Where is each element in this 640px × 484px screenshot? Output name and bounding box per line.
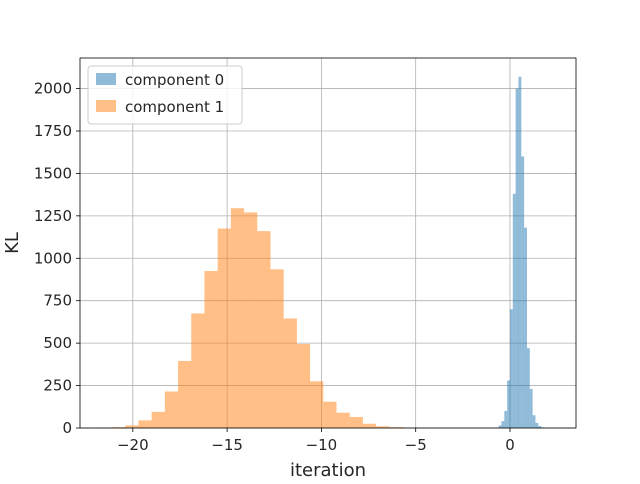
legend: component 0 component 1	[88, 66, 242, 124]
histogram-bar	[507, 380, 510, 428]
y-tick-label: 2000	[34, 80, 72, 98]
histogram-bars	[99, 77, 547, 428]
x-tick-label: −10	[306, 436, 338, 454]
histogram-bar	[524, 228, 527, 428]
x-axis-label: iteration	[290, 460, 366, 480]
histogram-bar	[178, 361, 191, 428]
y-tick-label: 500	[43, 334, 72, 352]
histogram-bar	[165, 392, 178, 428]
y-tick-label: 1750	[34, 122, 72, 140]
histogram-bar	[257, 231, 270, 428]
y-tick-label: 0	[62, 419, 72, 437]
histogram-bar	[502, 421, 505, 428]
histogram-bar	[244, 212, 257, 428]
histogram-bar	[350, 417, 363, 428]
legend-label: component 0	[125, 71, 224, 89]
y-tick-label: 1000	[34, 249, 72, 267]
y-tick-label: 1250	[34, 207, 72, 225]
x-tick-label: −5	[405, 436, 427, 454]
series-0	[496, 77, 547, 428]
histogram-bar	[535, 423, 538, 428]
histogram-bar	[510, 309, 513, 428]
histogram-bar	[218, 229, 231, 428]
x-tick-label: −20	[117, 436, 149, 454]
histogram-bar	[204, 271, 217, 428]
x-tick-label: −15	[211, 436, 243, 454]
y-tick-label: 1500	[34, 164, 72, 182]
histogram-bar	[152, 412, 165, 428]
legend-swatch	[96, 100, 116, 112]
legend-swatch	[96, 73, 116, 85]
histogram-bar	[284, 319, 297, 428]
series-1	[99, 208, 418, 428]
histogram-bar	[138, 420, 151, 428]
histogram-bar	[310, 381, 323, 428]
histogram-bar	[363, 424, 376, 428]
histogram-bar	[336, 413, 349, 428]
histogram-bar	[516, 89, 519, 428]
histogram-bar	[530, 389, 533, 428]
histogram-bar	[297, 344, 310, 428]
y-tick-label: 750	[43, 292, 72, 310]
y-axis-label: KL	[2, 232, 23, 254]
histogram-bar	[504, 411, 507, 428]
histogram-bar	[521, 156, 524, 428]
histogram-bar	[518, 77, 521, 428]
histogram-bar	[323, 402, 336, 428]
y-tick-label: 250	[43, 377, 72, 395]
histogram-bar	[270, 269, 283, 428]
histogram-bar	[527, 348, 530, 428]
histogram-bar	[191, 313, 204, 428]
histogram-bar	[533, 415, 536, 428]
histogram-bar	[231, 208, 244, 428]
legend-label: component 1	[125, 98, 224, 116]
x-tick-label: 0	[505, 436, 515, 454]
histogram-bar	[513, 194, 516, 428]
